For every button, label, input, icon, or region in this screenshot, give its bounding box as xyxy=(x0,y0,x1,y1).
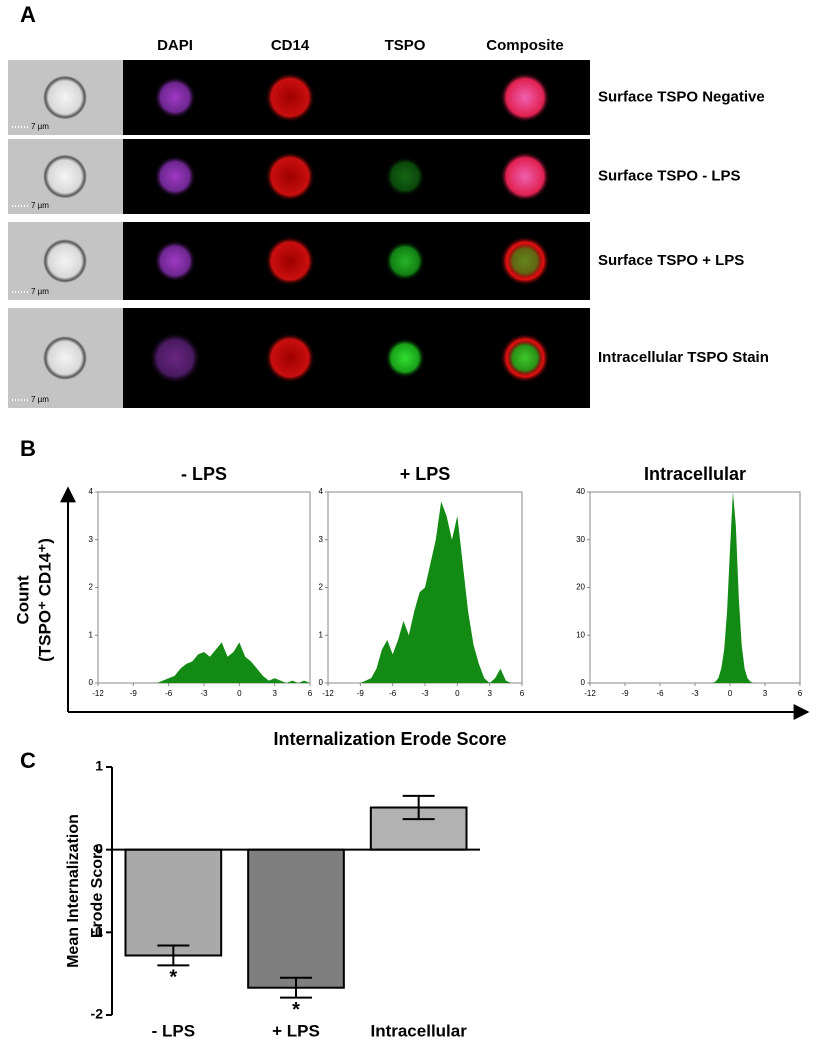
brightfield-cell xyxy=(43,336,87,380)
x-tick-label: -9 xyxy=(357,689,365,698)
y-tick-label: 10 xyxy=(576,630,585,639)
y-tick-label: 0 xyxy=(89,678,94,687)
y-tick-label: 0 xyxy=(95,840,103,856)
x-tick-label: -3 xyxy=(421,689,429,698)
tspo-cell xyxy=(385,156,425,197)
x-tick-label: -6 xyxy=(656,689,664,698)
y-tick-label: -1 xyxy=(91,923,104,939)
y-tick-label: 3 xyxy=(89,535,94,544)
histogram-area xyxy=(360,501,512,683)
chart-title: Intracellular xyxy=(644,464,746,484)
column-header: CD14 xyxy=(271,37,310,54)
x-tick-label: 3 xyxy=(763,689,768,698)
x-axis-label: Internalization Erode Score xyxy=(273,729,506,749)
tspo-cell xyxy=(385,338,425,378)
chart-title: - LPS xyxy=(181,464,227,484)
row-label: Intracellular TSPO Stain xyxy=(598,349,769,366)
y-axis-label: Count xyxy=(13,575,32,624)
brightfield-cell xyxy=(43,75,87,120)
cd14-cell xyxy=(265,151,315,202)
y-axis-label: Mean Internalization xyxy=(65,814,82,968)
composite-green xyxy=(507,340,543,376)
dapi-cell xyxy=(154,155,196,198)
cd14-cell xyxy=(265,72,315,123)
y-axis-label: Erode Score xyxy=(89,844,106,938)
scale-bar-label: 7 µm xyxy=(31,122,49,131)
composite-cell xyxy=(500,72,550,123)
scale-bar-label: 7 µm xyxy=(31,201,49,210)
x-tick-label: + LPS xyxy=(272,1021,320,1040)
composite-green xyxy=(507,243,543,279)
bar xyxy=(247,848,345,989)
scale-bar-label: 7 µm xyxy=(31,287,49,296)
row-label: Surface TSPO - LPS xyxy=(598,167,741,184)
column-header: Composite xyxy=(486,37,564,54)
composite-cell xyxy=(500,151,550,202)
x-tick-label: -3 xyxy=(200,689,208,698)
x-tick-label: -9 xyxy=(621,689,629,698)
dapi-cell xyxy=(154,240,196,282)
x-tick-label: -6 xyxy=(165,689,173,698)
x-tick-label: -12 xyxy=(322,689,334,698)
scale-bar-label: 7 µm xyxy=(31,395,49,404)
panel-label: B xyxy=(20,436,36,461)
x-tick-label: 3 xyxy=(487,689,492,698)
y-tick-label: 30 xyxy=(576,535,585,544)
y-tick-label: 1 xyxy=(319,630,324,639)
x-tick-label: 6 xyxy=(798,689,803,698)
significance-marker: * xyxy=(169,967,177,989)
plot-frame xyxy=(589,491,801,684)
y-tick-label: 40 xyxy=(576,487,585,496)
x-tick-label: 0 xyxy=(455,689,460,698)
histogram-area xyxy=(712,492,754,683)
brightfield-cell xyxy=(43,154,87,199)
histogram-area xyxy=(156,642,310,683)
x-tick-label: 3 xyxy=(272,689,277,698)
row-label: Surface TSPO Negative xyxy=(598,88,765,105)
y-tick-label: 4 xyxy=(319,487,324,496)
row-label: Surface TSPO + LPS xyxy=(598,252,744,269)
column-header: DAPI xyxy=(157,37,193,54)
y-tick-label: 0 xyxy=(581,678,586,687)
column-header: TSPO xyxy=(385,37,426,54)
y-tick-label: 1 xyxy=(89,630,94,639)
significance-marker: * xyxy=(292,999,300,1021)
y-tick-label: 0 xyxy=(319,678,324,687)
x-tick-label: -6 xyxy=(389,689,397,698)
x-tick-label: 6 xyxy=(308,689,313,698)
x-tick-label: 0 xyxy=(237,689,242,698)
x-tick-label: -9 xyxy=(130,689,138,698)
x-tick-label: Intracellular xyxy=(370,1021,467,1040)
y-tick-label: -2 xyxy=(91,1006,104,1022)
y-tick-label: 1 xyxy=(95,758,103,774)
chart-title: + LPS xyxy=(400,464,451,484)
tspo-cell xyxy=(385,241,425,281)
dapi-cell xyxy=(154,76,196,119)
x-tick-label: 6 xyxy=(520,689,525,698)
x-tick-label: 0 xyxy=(728,689,733,698)
y-tick-label: 20 xyxy=(576,583,585,592)
bar xyxy=(124,848,223,957)
x-tick-label: -12 xyxy=(92,689,104,698)
y-tick-label: 3 xyxy=(319,535,324,544)
panel-label: A xyxy=(20,2,36,27)
dapi-cell xyxy=(149,332,201,384)
panel-label: C xyxy=(20,748,36,773)
x-tick-label: - LPS xyxy=(152,1021,195,1040)
brightfield-cell xyxy=(43,239,87,283)
cd14-cell xyxy=(265,333,315,383)
y-tick-label: 2 xyxy=(89,583,94,592)
y-tick-label: 4 xyxy=(89,487,94,496)
cd14-cell xyxy=(265,236,315,286)
x-tick-label: -3 xyxy=(691,689,699,698)
x-tick-label: -12 xyxy=(584,689,596,698)
y-tick-label: 2 xyxy=(319,583,324,592)
y-axis-label: (TSPO⁺ CD14⁺) xyxy=(35,538,54,662)
